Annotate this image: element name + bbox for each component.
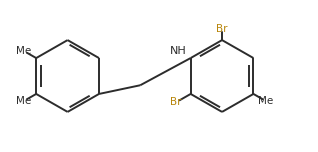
Text: Br: Br xyxy=(216,24,228,34)
Text: NH: NH xyxy=(170,46,187,56)
Text: Me: Me xyxy=(259,96,274,106)
Text: Me: Me xyxy=(16,46,31,56)
Text: Me: Me xyxy=(16,96,31,106)
Text: Br: Br xyxy=(170,97,182,107)
